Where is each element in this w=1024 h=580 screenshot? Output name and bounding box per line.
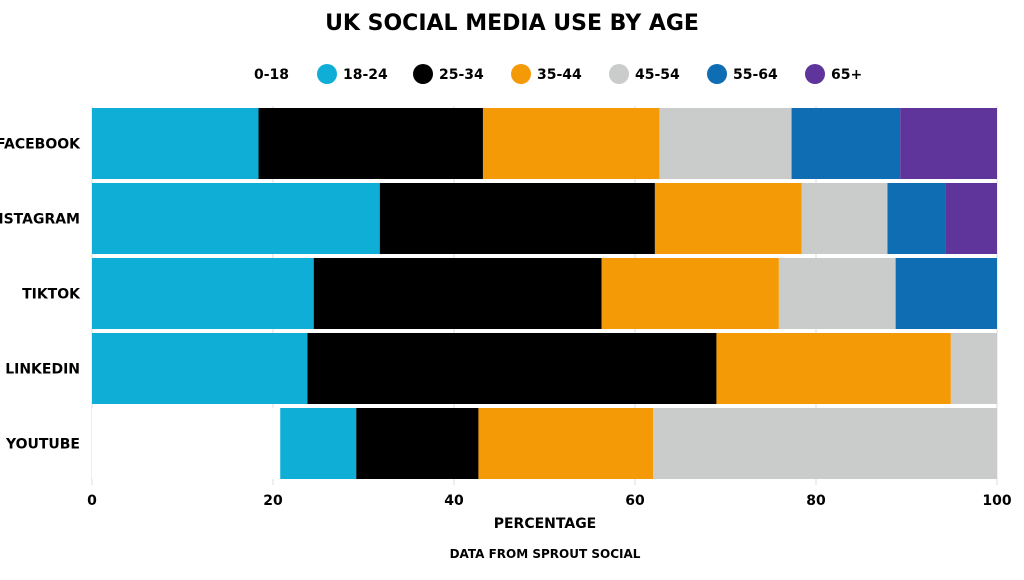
bar-linkedin-18-24 bbox=[92, 333, 308, 404]
x-tick-label-3: 60 bbox=[625, 493, 645, 509]
legend-swatch-65plus bbox=[805, 64, 825, 84]
legend-swatch-55-64 bbox=[707, 64, 727, 84]
legend-label-65plus: 65+ bbox=[831, 67, 862, 83]
y-axis-labels: FACEBOOK INSTAGRAM TIKTOK LINKEDIN YOUTUBE bbox=[0, 137, 81, 453]
bar-instagram-18-24 bbox=[92, 183, 380, 254]
bar-tiktok-55-64 bbox=[895, 258, 997, 329]
bar-tiktok-35-44 bbox=[601, 258, 779, 329]
bar-facebook-45-54 bbox=[659, 108, 792, 179]
bar-instagram-45-54 bbox=[801, 183, 888, 254]
category-label-instagram: INSTAGRAM bbox=[0, 212, 80, 228]
legend-swatch-25-34 bbox=[413, 64, 433, 84]
category-label-linkedin: LINKEDIN bbox=[5, 362, 80, 378]
bar-facebook-65plus bbox=[900, 108, 997, 179]
bar-youtube-18-24 bbox=[280, 408, 357, 479]
bar-instagram-25-34 bbox=[379, 183, 655, 254]
x-tick-label-4: 80 bbox=[806, 493, 826, 509]
legend-label-55-64: 55-64 bbox=[733, 67, 778, 83]
bar-linkedin-45-54 bbox=[950, 333, 997, 404]
x-tick-label-0: 0 bbox=[87, 493, 97, 509]
legend-swatch-18-24 bbox=[317, 64, 337, 84]
bar-facebook-55-64 bbox=[791, 108, 901, 179]
bar-facebook-18-24 bbox=[92, 108, 259, 179]
x-axis-title: PERCENTAGE bbox=[494, 516, 597, 532]
category-label-tiktok: TIKTOK bbox=[22, 287, 81, 303]
bar-instagram-55-64 bbox=[887, 183, 946, 254]
bar-youtube-25-34 bbox=[356, 408, 479, 479]
legend-label-0-18: 0-18 bbox=[254, 67, 289, 83]
bar-instagram-65plus bbox=[945, 183, 997, 254]
category-label-facebook: FACEBOOK bbox=[0, 137, 81, 153]
bar-youtube-0-18 bbox=[92, 408, 281, 479]
bars bbox=[92, 108, 997, 479]
legend-label-18-24: 18-24 bbox=[343, 67, 388, 83]
x-tick-label-1: 20 bbox=[263, 493, 283, 509]
bar-linkedin-25-34 bbox=[307, 333, 717, 404]
x-tick-label-5: 100 bbox=[982, 493, 1011, 509]
legend-label-45-54: 45-54 bbox=[635, 67, 680, 83]
bar-instagram-35-44 bbox=[654, 183, 802, 254]
source-note: DATA FROM SPROUT SOCIAL bbox=[450, 547, 641, 561]
bar-youtube-45-54 bbox=[653, 408, 997, 479]
legend-label-25-34: 25-34 bbox=[439, 67, 484, 83]
legend-label-35-44: 35-44 bbox=[537, 67, 582, 83]
bar-linkedin-35-44 bbox=[716, 333, 951, 404]
x-tick-label-2: 40 bbox=[444, 493, 464, 509]
category-label-youtube: YOUTUBE bbox=[5, 437, 80, 453]
x-axis-ticks: 0 20 40 60 80 100 bbox=[87, 493, 1012, 509]
bar-tiktok-18-24 bbox=[92, 258, 314, 329]
chart-title: UK SOCIAL MEDIA USE BY AGE bbox=[325, 11, 699, 36]
legend-swatch-45-54 bbox=[609, 64, 629, 84]
bar-tiktok-25-34 bbox=[313, 258, 602, 329]
bar-youtube-35-44 bbox=[478, 408, 654, 479]
bar-facebook-25-34 bbox=[258, 108, 483, 179]
bar-tiktok-45-54 bbox=[778, 258, 896, 329]
legend: 0-18 18-24 25-34 35-44 45-54 55-64 65+ bbox=[254, 64, 862, 84]
bar-facebook-35-44 bbox=[482, 108, 660, 179]
legend-swatch-35-44 bbox=[511, 64, 531, 84]
